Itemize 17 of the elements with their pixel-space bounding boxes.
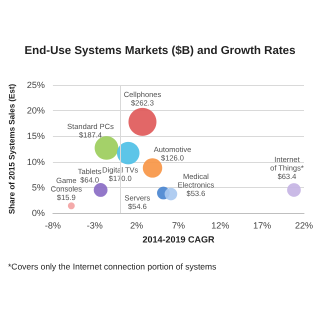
x-tick-label: -8% <box>44 220 61 230</box>
y-axis-title: Share of 2015 Systems Sales (Est) <box>8 84 16 214</box>
x-tick-label: 7% <box>172 220 185 230</box>
x-tick-label: 2% <box>130 220 144 230</box>
x-tick-label: 12% <box>211 220 230 230</box>
y-tick-label: 15% <box>26 131 45 142</box>
x-tick-label: 22% <box>294 220 314 230</box>
y-tick-label: 20% <box>26 106 45 116</box>
x-tick-label: -3% <box>86 220 103 230</box>
text: *Covers only the Internet connection portion of systems <box>8 262 216 272</box>
y-tick-label: 0% <box>32 208 45 218</box>
y-tick-label: 25% <box>26 80 45 90</box>
y-tick-label: 5% <box>32 182 45 192</box>
x-tick-label: 17% <box>253 220 272 230</box>
x-axis-title: 2014-2019 CAGR <box>142 234 215 244</box>
chart-title: End-Use Systems Markets ($B) and Growth Rates <box>24 45 296 57</box>
y-tick-label: 10% <box>26 156 45 167</box>
